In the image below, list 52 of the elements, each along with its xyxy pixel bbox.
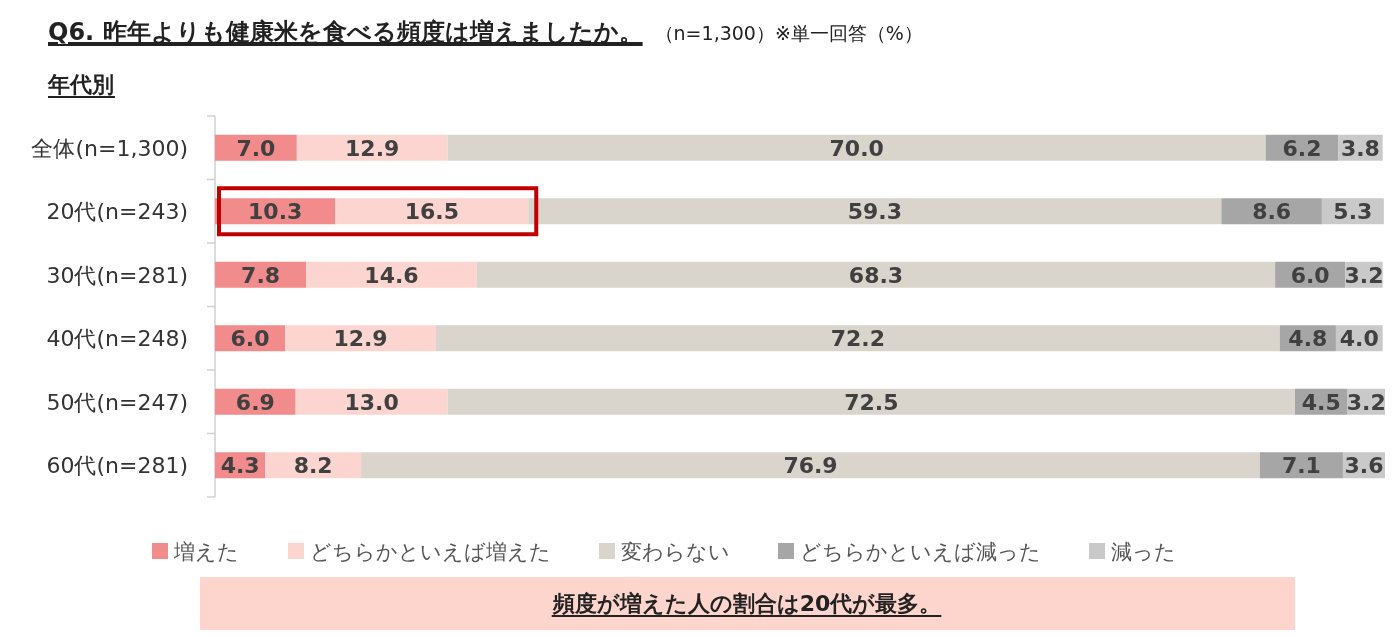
- data-label: 4.8: [1288, 326, 1328, 352]
- legend-label: どちらかといえば減った: [800, 540, 1041, 564]
- y-tick-label: 60代(n=281): [46, 453, 188, 479]
- data-label: 3.2: [1344, 262, 1384, 288]
- bar: [306, 261, 477, 288]
- data-label: 8.2: [293, 453, 333, 479]
- data-label: 16.5: [404, 199, 459, 225]
- data-label: 6.2: [1282, 135, 1322, 161]
- data-label: 10.3: [248, 199, 303, 225]
- data-label: 14.6: [364, 262, 419, 288]
- data-label: 7.0: [236, 135, 276, 161]
- data-label: 6.9: [235, 389, 275, 415]
- data-label: 12.9: [345, 135, 400, 161]
- bar: [435, 325, 1280, 352]
- data-label: 7.1: [1281, 453, 1321, 479]
- bar: [361, 452, 1260, 479]
- data-label: 4.5: [1301, 389, 1341, 415]
- data-label: 72.2: [830, 326, 885, 352]
- data-label: 12.9: [333, 326, 388, 352]
- data-label: 13.0: [344, 389, 399, 415]
- legend-label: 減った: [1111, 540, 1176, 564]
- data-label: 70.0: [829, 135, 884, 161]
- data-label: 3.8: [1340, 135, 1380, 161]
- data-label: 3.2: [1346, 389, 1386, 415]
- text: 頻度が増えた人の割合は20代が最多。: [551, 591, 942, 616]
- legend-label: どちらかといえば増えた: [310, 540, 551, 564]
- y-tick-label: 40代(n=248): [46, 326, 188, 352]
- data-label: 76.9: [783, 453, 838, 479]
- bar: [335, 198, 529, 225]
- bar: [447, 388, 1295, 415]
- y-tick-label: 30代(n=281): [46, 262, 188, 288]
- y-tick-label: 20代(n=243): [46, 199, 188, 225]
- chart-subtitle: （n=1,300）※単一回答（%）: [654, 22, 923, 44]
- legend-label: 変わらない: [621, 540, 730, 564]
- data-label: 6.0: [230, 326, 270, 352]
- data-label: 59.3: [847, 199, 902, 225]
- y-tick-label: 全体(n=1,300): [31, 135, 188, 161]
- chart-title: Q6. 昨年よりも健康米を食べる頻度は増えましたか。: [48, 18, 643, 46]
- data-label: 68.3: [848, 262, 904, 288]
- legend-label: 増えた: [173, 540, 239, 564]
- bar: [447, 134, 1266, 161]
- data-label: 5.3: [1333, 199, 1373, 225]
- data-label: 72.5: [844, 389, 899, 415]
- data-label: 7.8: [241, 262, 281, 288]
- data-label: 3.6: [1344, 453, 1384, 479]
- data-label: 8.6: [1252, 199, 1292, 225]
- data-label: 4.3: [220, 453, 260, 479]
- data-label: 4.0: [1339, 326, 1379, 352]
- bar: [476, 261, 1276, 288]
- data-label: 6.0: [1290, 262, 1330, 288]
- text: 年代別: [47, 72, 114, 97]
- y-tick-label: 50代(n=247): [46, 389, 188, 415]
